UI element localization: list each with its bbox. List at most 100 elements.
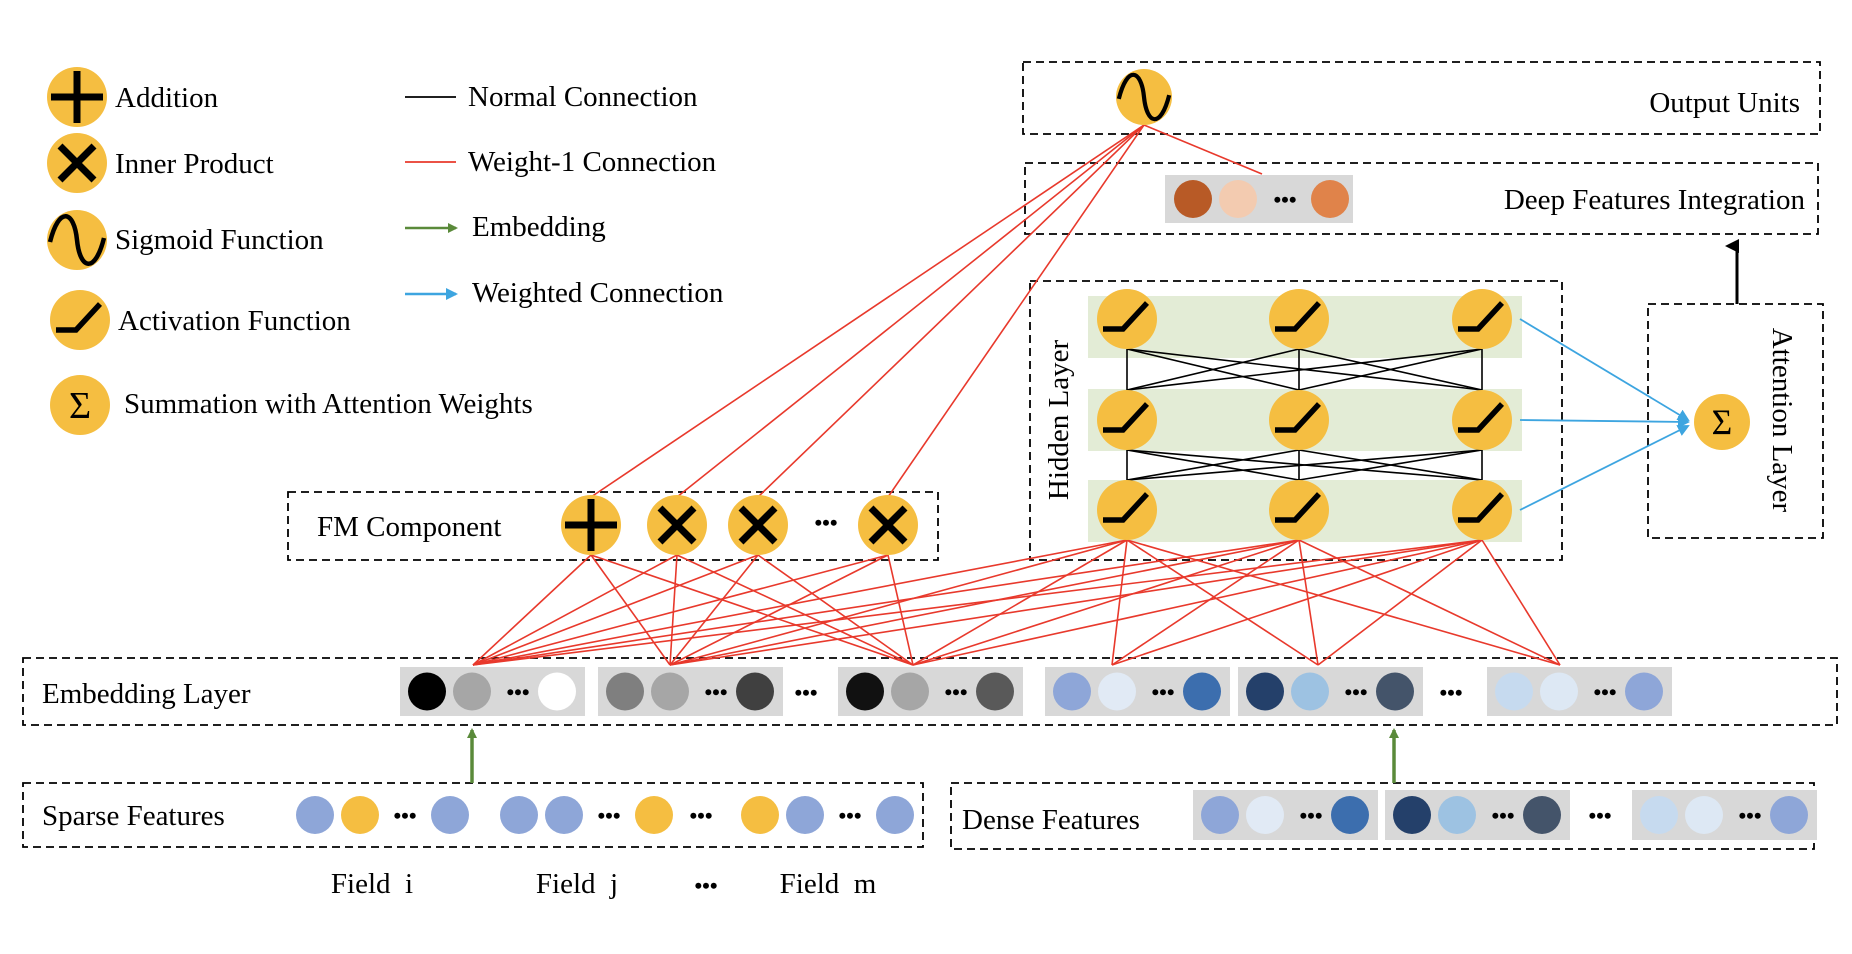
embedding-to-hidden-line bbox=[1111, 539, 1300, 666]
hidden-activation-node-circle bbox=[1097, 390, 1157, 450]
embedding-circle bbox=[1523, 796, 1561, 834]
dense-group: ••• bbox=[1632, 790, 1817, 840]
embedding-ellipsis-a: ••• bbox=[794, 680, 817, 705]
fm-component-box bbox=[287, 491, 939, 561]
embedding-circle bbox=[1540, 672, 1578, 711]
sparse-feature-circle bbox=[876, 796, 914, 834]
output-units-label: Output Units bbox=[1649, 87, 1800, 119]
hidden-to-hidden-line bbox=[1126, 348, 1300, 391]
embedding-to-hidden-line bbox=[669, 539, 1300, 666]
sparse-feature-circle bbox=[635, 796, 673, 834]
dense-features-label: Dense Features bbox=[962, 804, 1140, 836]
embedding-to-hidden-line bbox=[472, 539, 1128, 666]
embedding-layer-label: Embedding Layer bbox=[42, 678, 251, 710]
activation-icon-circle bbox=[50, 290, 110, 350]
embedding-to-fm-line bbox=[472, 554, 678, 666]
embedding-to-hidden-line bbox=[912, 539, 1128, 666]
sigmoid-glyph bbox=[1116, 72, 1172, 122]
activation-glyph bbox=[1275, 492, 1322, 523]
hidden-activation-node bbox=[1452, 480, 1512, 540]
legend-addition-label: Addition bbox=[115, 82, 219, 114]
embedding-circle bbox=[1685, 796, 1723, 834]
deep-to-output-line bbox=[1143, 124, 1263, 175]
group-dots: ••• bbox=[1151, 680, 1174, 705]
embedding-circle bbox=[1438, 796, 1476, 834]
dense-group: ••• bbox=[1385, 790, 1570, 840]
fm-addition-node bbox=[561, 495, 621, 555]
deep-feature-circle bbox=[1219, 180, 1257, 218]
embedding-to-hidden-line bbox=[669, 539, 1483, 666]
embedding-layer-box bbox=[22, 657, 1838, 726]
field-labels: Field i Field j ••• Field m bbox=[331, 868, 877, 900]
embedding-to-hidden-line bbox=[472, 539, 1300, 666]
deep-feature-circle bbox=[1174, 180, 1212, 218]
dashed-boxes bbox=[22, 61, 1838, 850]
activation-glyph bbox=[1275, 402, 1322, 433]
fm-component-label: FM Component bbox=[317, 511, 502, 543]
field-m-label: Field m bbox=[780, 868, 877, 900]
attention-summation-node-circle bbox=[1694, 394, 1750, 450]
hidden-activation-node-circle bbox=[1097, 289, 1157, 349]
activation-glyph bbox=[1103, 301, 1150, 332]
hidden-activation-node-circle bbox=[1097, 480, 1157, 540]
addition-icon bbox=[47, 67, 107, 127]
weighted-connection-top bbox=[1519, 318, 1690, 422]
embedding-group: ••• bbox=[1238, 667, 1423, 716]
embedding-circle bbox=[1625, 672, 1663, 711]
embedding-circle bbox=[1201, 796, 1239, 834]
cross-glyph bbox=[657, 505, 697, 545]
hidden-to-hidden-line bbox=[1126, 348, 1483, 391]
embedding-to-hidden-line bbox=[1126, 539, 1561, 666]
embedding-circle bbox=[1183, 672, 1221, 711]
output-units-box bbox=[1022, 61, 1821, 135]
embedding-to-hidden-line bbox=[472, 539, 1483, 666]
hidden-activation-node-circle bbox=[1269, 289, 1329, 349]
sparse-feature-circle bbox=[500, 796, 538, 834]
embedding-circle bbox=[651, 672, 689, 711]
group-dots: ••• bbox=[1593, 680, 1616, 705]
activation-glyph bbox=[56, 302, 103, 333]
hidden-activation-node-circle bbox=[1452, 390, 1512, 450]
embedding-to-hidden-line bbox=[1298, 539, 1319, 666]
embedding-to-fm-line bbox=[887, 554, 914, 666]
activation-glyph bbox=[1103, 402, 1150, 433]
embedding-circle bbox=[1246, 796, 1284, 834]
hidden-to-hidden-line bbox=[1298, 348, 1483, 391]
group-dots: ••• bbox=[1491, 803, 1514, 828]
sparse-features-label: Sparse Features bbox=[42, 800, 225, 832]
weighted-connection-middle bbox=[1519, 415, 1690, 428]
activation-glyph bbox=[1275, 301, 1322, 332]
embedding-to-hidden-line bbox=[1111, 539, 1483, 666]
fm-to-output-line bbox=[676, 124, 1145, 498]
hidden-activation-node-circle bbox=[1269, 480, 1329, 540]
embedding-circle bbox=[538, 672, 576, 711]
sigmoid-glyph bbox=[47, 214, 107, 266]
deep-features-circles: ••• bbox=[1165, 175, 1353, 223]
legend-labels: Addition Inner Product Sigmoid Function … bbox=[115, 81, 724, 420]
dense-group: ••• bbox=[1193, 790, 1378, 840]
sparse-feature-circle bbox=[296, 796, 334, 834]
embedding-to-fm-line bbox=[669, 554, 889, 666]
embedding-to-hidden-line bbox=[1317, 539, 1483, 666]
sparse-feature-circle bbox=[741, 796, 779, 834]
inner-product-icon bbox=[47, 133, 107, 193]
field-ellipsis: ••• bbox=[694, 873, 717, 898]
embedding-circle bbox=[891, 672, 929, 711]
embedding-to-fm-line bbox=[669, 554, 759, 666]
embedding-to-hidden-line bbox=[1481, 539, 1561, 666]
group-dots: ••• bbox=[944, 680, 967, 705]
embedding-to-hidden-line bbox=[912, 539, 1483, 666]
embedding-circle bbox=[408, 672, 446, 711]
embedding-circle bbox=[1331, 796, 1369, 834]
embedding-to-fm-line bbox=[676, 554, 914, 666]
attention-summation-node: Σ bbox=[1694, 394, 1750, 450]
embedding-to-fm-line bbox=[590, 554, 671, 666]
normal-connections bbox=[1126, 348, 1483, 481]
embedding-group: ••• bbox=[1487, 667, 1672, 716]
deep-feature-circle bbox=[1311, 180, 1349, 218]
hidden-activation-node-circle bbox=[1269, 390, 1329, 450]
box-labels: Output Units Deep Features Integration H… bbox=[42, 87, 1805, 836]
hidden-activation-node bbox=[1269, 480, 1329, 540]
embedding-to-hidden-line bbox=[912, 539, 1300, 666]
